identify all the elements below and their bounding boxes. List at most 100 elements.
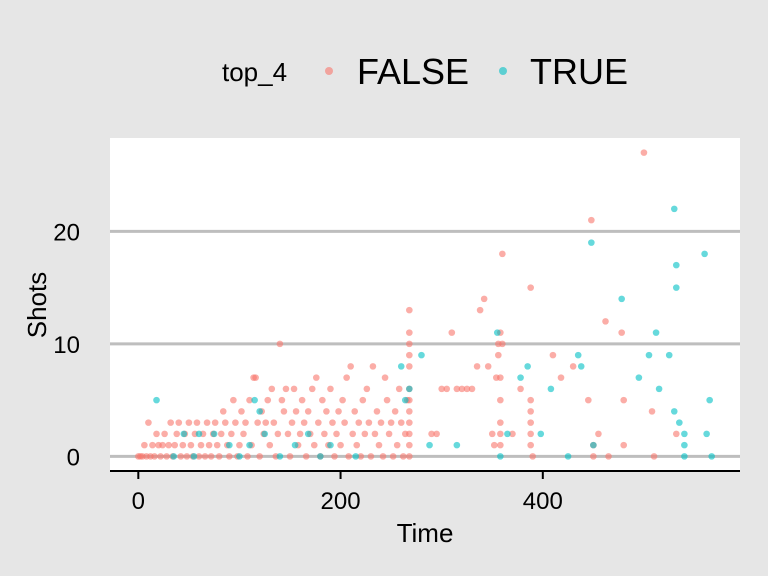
- point-false-81: [298, 396, 306, 404]
- point-false-181: [549, 351, 557, 359]
- point-false-158: [484, 363, 492, 370]
- point-false-67: [270, 419, 278, 426]
- point-false-39: [213, 441, 221, 449]
- point-true-14: [304, 430, 312, 438]
- point-false-41: [217, 430, 225, 438]
- point-false-147: [433, 430, 440, 438]
- legend-label-true: TRUE: [530, 51, 628, 92]
- point-false-95: [327, 385, 334, 393]
- legend-title: top_4: [222, 57, 287, 87]
- point-false-71: [278, 396, 286, 404]
- point-true-40: [655, 385, 663, 393]
- point-false-21: [177, 453, 185, 460]
- point-false-193: [620, 441, 628, 449]
- point-false-134: [406, 306, 413, 314]
- point-false-30: [195, 453, 203, 460]
- point-true-2: [180, 430, 188, 438]
- point-false-58: [252, 374, 259, 381]
- point-false-124: [385, 430, 393, 438]
- point-false-165: [497, 374, 504, 381]
- point-false-5: [145, 419, 152, 426]
- point-true-4: [195, 430, 203, 438]
- point-true-35: [588, 239, 595, 246]
- point-true-0: [153, 396, 160, 404]
- point-false-127: [391, 408, 399, 415]
- point-false-24: [183, 453, 191, 460]
- point-false-80: [296, 430, 304, 438]
- point-false-126: [389, 453, 397, 460]
- point-false-135: [406, 329, 413, 336]
- point-true-10: [256, 408, 263, 415]
- point-false-26: [187, 441, 195, 449]
- point-false-113: [363, 385, 371, 393]
- point-true-15: [317, 453, 324, 460]
- point-false-196: [650, 453, 658, 460]
- point-false-8: [151, 453, 158, 460]
- point-true-25: [497, 453, 504, 460]
- point-true-22: [426, 441, 433, 449]
- point-false-197: [672, 430, 680, 438]
- point-false-178: [527, 430, 534, 438]
- point-false-87: [310, 441, 318, 449]
- point-true-36: [618, 295, 625, 303]
- point-false-25: [185, 419, 193, 426]
- point-false-48: [232, 419, 239, 426]
- point-true-32: [574, 351, 582, 359]
- legend: top_4 FALSE TRUE: [222, 51, 628, 92]
- point-false-151: [453, 385, 461, 393]
- plot-panel: [110, 138, 740, 471]
- point-false-47: [230, 396, 237, 404]
- point-false-107: [351, 408, 359, 415]
- point-false-123: [383, 396, 391, 404]
- point-false-60: [256, 453, 263, 460]
- point-false-35: [205, 441, 213, 449]
- point-false-52: [240, 430, 247, 438]
- point-true-27: [517, 374, 524, 381]
- point-false-150: [448, 329, 456, 336]
- point-false-163: [495, 351, 502, 359]
- point-false-11: [157, 453, 164, 460]
- point-false-167: [497, 419, 504, 426]
- x-tick-label-2: 400: [523, 488, 563, 515]
- point-false-82: [300, 419, 308, 426]
- point-true-38: [645, 351, 653, 359]
- point-false-89: [315, 419, 322, 426]
- legend-key-false: [325, 67, 333, 75]
- series-true: [153, 205, 715, 460]
- point-false-146: [428, 430, 435, 438]
- point-false-15: [165, 441, 172, 449]
- point-false-190: [605, 453, 612, 460]
- point-false-97: [331, 453, 338, 460]
- point-false-75: [286, 453, 294, 460]
- point-false-131: [399, 453, 407, 460]
- point-false-96: [329, 419, 336, 426]
- point-false-18: [171, 441, 179, 449]
- point-false-76: [288, 419, 296, 426]
- point-false-98: [333, 430, 340, 438]
- point-false-172: [509, 430, 516, 438]
- point-false-73: [282, 385, 290, 393]
- point-false-170: [499, 250, 506, 258]
- point-false-55: [246, 396, 253, 404]
- point-false-43: [221, 419, 229, 426]
- point-true-51: [703, 430, 710, 438]
- point-true-53: [708, 453, 715, 460]
- point-false-64: [264, 396, 272, 404]
- point-false-42: [219, 408, 227, 415]
- point-false-7: [149, 441, 156, 449]
- point-false-168: [497, 430, 504, 438]
- point-false-93: [323, 408, 330, 415]
- point-false-29: [193, 419, 201, 426]
- point-true-30: [547, 385, 555, 393]
- point-false-137: [406, 351, 413, 359]
- point-false-78: [292, 408, 300, 415]
- point-false-191: [618, 329, 625, 336]
- point-false-3: [141, 441, 148, 449]
- point-false-53: [242, 419, 249, 426]
- point-true-16: [327, 441, 334, 449]
- point-true-46: [676, 419, 683, 426]
- point-false-13: [161, 430, 168, 438]
- x-axis-title: Time: [397, 518, 454, 548]
- point-true-6: [226, 441, 233, 449]
- point-false-195: [648, 408, 656, 415]
